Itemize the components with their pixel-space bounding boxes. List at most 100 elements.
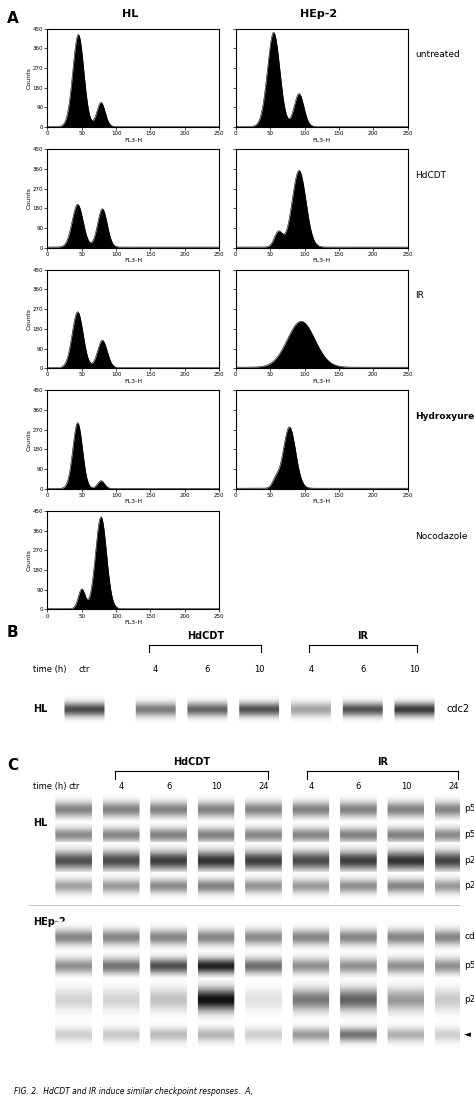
FancyBboxPatch shape: [293, 821, 329, 823]
FancyBboxPatch shape: [388, 928, 424, 929]
FancyBboxPatch shape: [151, 898, 187, 899]
FancyBboxPatch shape: [198, 877, 234, 878]
FancyBboxPatch shape: [198, 824, 234, 825]
FancyBboxPatch shape: [435, 998, 472, 1001]
FancyBboxPatch shape: [198, 821, 234, 823]
FancyBboxPatch shape: [293, 882, 329, 883]
FancyBboxPatch shape: [151, 874, 187, 875]
FancyBboxPatch shape: [198, 854, 234, 856]
FancyBboxPatch shape: [293, 873, 329, 874]
FancyBboxPatch shape: [291, 696, 331, 698]
FancyBboxPatch shape: [340, 929, 376, 930]
FancyBboxPatch shape: [246, 1013, 282, 1015]
FancyBboxPatch shape: [435, 845, 472, 847]
FancyBboxPatch shape: [388, 824, 424, 825]
FancyBboxPatch shape: [239, 695, 279, 696]
FancyBboxPatch shape: [246, 942, 282, 944]
FancyBboxPatch shape: [103, 876, 139, 877]
FancyBboxPatch shape: [435, 886, 472, 887]
FancyBboxPatch shape: [435, 834, 472, 835]
FancyBboxPatch shape: [198, 950, 234, 951]
FancyBboxPatch shape: [198, 964, 234, 966]
FancyBboxPatch shape: [103, 928, 139, 930]
FancyBboxPatch shape: [198, 1041, 234, 1042]
FancyBboxPatch shape: [198, 972, 234, 974]
FancyBboxPatch shape: [55, 1027, 92, 1028]
FancyBboxPatch shape: [435, 887, 472, 889]
FancyBboxPatch shape: [55, 949, 92, 951]
FancyBboxPatch shape: [293, 926, 329, 927]
FancyBboxPatch shape: [55, 823, 92, 824]
FancyBboxPatch shape: [388, 802, 424, 804]
FancyBboxPatch shape: [388, 820, 424, 821]
FancyBboxPatch shape: [388, 835, 424, 838]
FancyBboxPatch shape: [246, 1012, 282, 1014]
Text: IR: IR: [377, 757, 388, 767]
FancyBboxPatch shape: [103, 970, 139, 971]
FancyBboxPatch shape: [55, 943, 92, 946]
FancyBboxPatch shape: [55, 865, 92, 867]
FancyBboxPatch shape: [388, 804, 424, 807]
FancyBboxPatch shape: [293, 867, 329, 869]
FancyBboxPatch shape: [55, 985, 92, 987]
FancyBboxPatch shape: [388, 965, 424, 966]
FancyBboxPatch shape: [435, 1047, 472, 1048]
FancyBboxPatch shape: [388, 939, 424, 940]
FancyBboxPatch shape: [198, 797, 234, 798]
FancyBboxPatch shape: [151, 824, 187, 826]
FancyBboxPatch shape: [340, 813, 376, 814]
FancyBboxPatch shape: [340, 864, 376, 866]
FancyBboxPatch shape: [151, 929, 187, 930]
FancyBboxPatch shape: [435, 809, 472, 810]
FancyBboxPatch shape: [388, 862, 424, 864]
FancyBboxPatch shape: [246, 798, 282, 800]
FancyBboxPatch shape: [55, 970, 92, 971]
FancyBboxPatch shape: [435, 962, 472, 964]
FancyBboxPatch shape: [340, 1015, 376, 1017]
FancyBboxPatch shape: [151, 985, 187, 987]
FancyBboxPatch shape: [246, 844, 282, 845]
FancyBboxPatch shape: [136, 719, 175, 720]
FancyBboxPatch shape: [55, 846, 92, 849]
FancyBboxPatch shape: [293, 878, 329, 880]
FancyBboxPatch shape: [388, 888, 424, 890]
FancyBboxPatch shape: [340, 961, 376, 963]
FancyBboxPatch shape: [388, 824, 424, 826]
FancyBboxPatch shape: [151, 830, 187, 831]
FancyBboxPatch shape: [388, 926, 424, 927]
FancyBboxPatch shape: [103, 863, 139, 865]
FancyBboxPatch shape: [246, 923, 282, 925]
FancyBboxPatch shape: [340, 833, 376, 835]
FancyBboxPatch shape: [103, 1024, 139, 1025]
FancyBboxPatch shape: [198, 925, 234, 926]
FancyBboxPatch shape: [55, 926, 92, 927]
FancyBboxPatch shape: [188, 709, 228, 710]
FancyBboxPatch shape: [151, 844, 187, 845]
FancyBboxPatch shape: [435, 858, 472, 861]
FancyBboxPatch shape: [435, 1045, 472, 1047]
Text: p21: p21: [464, 855, 474, 865]
FancyBboxPatch shape: [198, 997, 234, 1000]
FancyBboxPatch shape: [388, 854, 424, 856]
FancyBboxPatch shape: [198, 888, 234, 890]
FancyBboxPatch shape: [151, 825, 187, 826]
FancyBboxPatch shape: [246, 1023, 282, 1025]
FancyBboxPatch shape: [55, 1031, 92, 1034]
FancyBboxPatch shape: [246, 970, 282, 972]
FancyBboxPatch shape: [388, 843, 424, 845]
FancyBboxPatch shape: [246, 809, 282, 811]
FancyBboxPatch shape: [340, 1018, 376, 1020]
FancyBboxPatch shape: [388, 957, 424, 958]
FancyBboxPatch shape: [293, 955, 329, 958]
FancyBboxPatch shape: [435, 863, 472, 865]
FancyBboxPatch shape: [246, 823, 282, 825]
FancyBboxPatch shape: [136, 698, 175, 699]
FancyBboxPatch shape: [435, 1029, 472, 1031]
FancyBboxPatch shape: [55, 804, 92, 807]
FancyBboxPatch shape: [246, 1028, 282, 1030]
FancyBboxPatch shape: [246, 898, 282, 899]
FancyBboxPatch shape: [246, 889, 282, 892]
FancyBboxPatch shape: [198, 893, 234, 894]
FancyBboxPatch shape: [55, 963, 92, 964]
FancyBboxPatch shape: [293, 896, 329, 897]
